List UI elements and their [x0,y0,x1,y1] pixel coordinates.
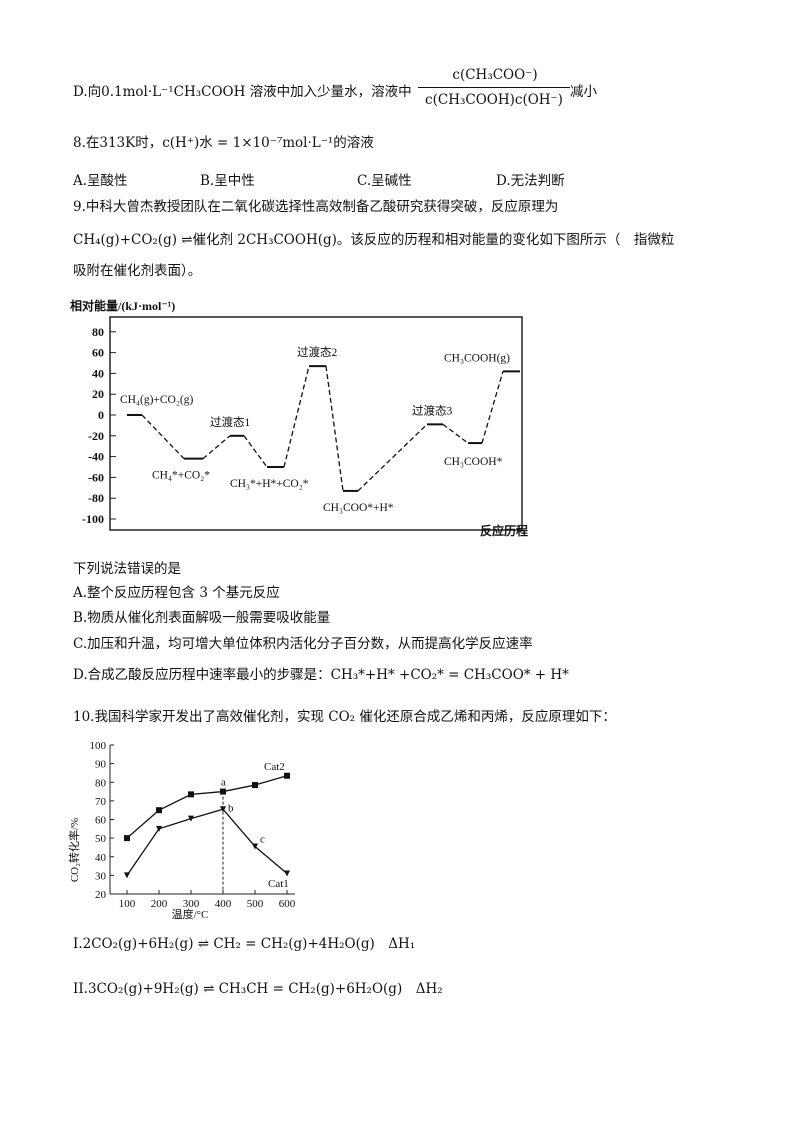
q9-option-a: A.整个反应历程包含 3 个基元反应 [73,585,280,601]
q9-option-b: B.物质从催化剂表面解吸一般需要吸收能量 [73,610,331,626]
conv-ytick-label: 60 [95,815,107,827]
conv-ytick-label: 20 [95,889,107,901]
energy-ytick-label: 60 [92,346,104,360]
cat2-point [220,788,226,795]
q8-option-d: D.无法判断 [496,173,565,189]
energy-transition [357,423,428,492]
conv-ytick-label: 30 [95,870,107,882]
conv-ytick-label: 40 [95,852,107,864]
conv-xtick-label: 300 [183,898,200,910]
energy-level-label: 过渡态2 [297,345,337,359]
cat1-point [220,806,226,813]
q9-option-d: D.合成乙酸反应历程中速率最小的步骤是：CH₃*+H* +CO₂* = CH₃C… [73,667,569,683]
q9-question: 下列说法错误的是 [73,561,181,577]
cat1-point [188,815,194,822]
energy-diagram: 相对能量/(kJ·mol⁻¹) 80 60 40 20 0 -20 -40 -60 -80 -10… [70,298,528,538]
cat1-point [252,843,258,850]
q8-option-a: A.呈酸性 [73,173,128,189]
energy-frame [109,316,523,531]
q10-reaction-2: II.3CO₂(g)+9H₂(g) ⇌ CH₃CH = CH₂(g)+6H₂O(… [73,981,443,997]
fraction-numerator: c(CH₃COO⁻) [452,67,538,83]
cat2-point [252,782,258,789]
energy-ytick-label: 0 [98,408,104,422]
q10-reaction-1: I.2CO₂(g)+6H₂(g) ⇌ CH₂ = CH₂(g)+4H₂O(g) … [73,936,416,952]
energy-level-label: 过渡态1 [210,415,250,429]
fraction-bar [418,87,570,88]
cat2-point [284,772,290,779]
conv-ytick-label: 80 [95,777,107,789]
energy-level-label: CH₃COOH(g) [444,352,510,364]
energy-transition [283,365,310,468]
energy-ytick-label: -40 [88,450,104,464]
energy-transition [141,414,185,460]
energy-level-label: CH₃COO*+H* [323,502,394,514]
q9-equation-cont: 吸附在催化剂表面）。 [73,263,202,279]
cat1-point [284,870,290,877]
conv-ytick-label: 70 [95,796,107,808]
energy-ytick-label: -100 [82,512,104,526]
q8-option-c: C.呈碱性 [357,173,412,189]
conv-ytick-label: 90 [95,759,107,771]
q8-stem: 8.在313K时，c(H⁺)水 = 1×10⁻⁷mol·L⁻¹的溶液 [73,135,374,151]
energy-level-label: CH₃COOH* [444,456,503,468]
energy-transition [202,435,231,460]
energy-level-label: CH₃*+H*+CO₂* [230,478,309,490]
energy-ytick-label: 80 [92,325,104,339]
energy-transition [442,423,469,444]
cat1-point [156,825,162,832]
energy-ytick-label: -60 [88,470,104,484]
conv-ytick-label: 100 [90,740,107,752]
legend-cat1: Cat1 [268,878,289,890]
cat2-point [188,791,194,798]
cat2-point [124,835,130,842]
annotation-a: a [221,777,226,789]
conv-xtick-label: 200 [151,898,168,910]
q8-option-b: B.呈中性 [200,173,255,189]
conv-xtick-label: 600 [279,898,296,910]
q10-stem: 10.我国科学家开发出了高效催化剂，实现 CO₂ 催化还原合成乙烯和丙烯，反应原… [73,709,616,725]
energy-level-label: CH₄*+CO₂* [152,470,210,482]
energy-ytick-label: -20 [88,429,104,443]
series-line-cat1 [126,808,288,876]
energy-ytick-label: 40 [92,366,104,380]
q7d-suffix: 减小 [570,84,597,100]
energy-xlabel: 反应历程 [480,523,528,538]
conv-ytick-label: 50 [95,833,107,845]
energy-ytick-label: 20 [92,387,104,401]
q9-equation: CH₄(g)+CO₂(g) ⇌催化剂 2CH₃COOH(g)。该反应的历程和相对… [73,232,675,248]
fraction-denominator: c(CH₃COOH)c(OH⁻) [425,92,563,108]
cat1-point [124,872,130,879]
conv-xtick-label: 100 [119,898,136,910]
conv-xtick-label: 500 [247,898,264,910]
q9-option-c: C.加压和升温，均可增大单位体积内活化分子百分数，从而提高化学反应速率 [73,636,533,652]
energy-transition [481,371,504,444]
energy-ylabel: 相对能量/(kJ·mol⁻¹) [70,298,175,313]
cat2-point [156,807,162,814]
energy-transition [325,366,344,492]
conv-ylabel: CO₂转化率/% [67,818,81,882]
q7d-text: D.向0.1mol·L⁻¹CH₃COOH 溶液中加入少量水，溶液中 [73,84,412,100]
conv-xtick-label: 400 [215,898,232,910]
conv-xlabel: 温度/°C [172,907,209,920]
conversion-chart: CO₂转化率/% 温度/°C 100 90 80 70 60 50 40 30 20 100 200… [67,740,296,920]
energy-level-label: CH₄(g)+CO₂(g) [120,394,193,406]
legend-cat2: Cat2 [264,761,285,773]
energy-level-label: 过渡态3 [412,403,452,417]
energy-transition [243,435,268,468]
series-line-cat2 [126,775,288,839]
annotation-b: b [228,802,234,814]
energy-ytick-label: -80 [88,491,104,505]
q7-option-d: D.向0.1mol·L⁻¹CH₃COOH 溶液中加入少量水，溶液中 [73,80,412,100]
annotation-c: c [260,834,265,846]
q9-stem: 9.中科大曾杰教授团队在二氧化碳选择性高效制备乙酸研究获得突破，反应原理为 [73,199,559,215]
